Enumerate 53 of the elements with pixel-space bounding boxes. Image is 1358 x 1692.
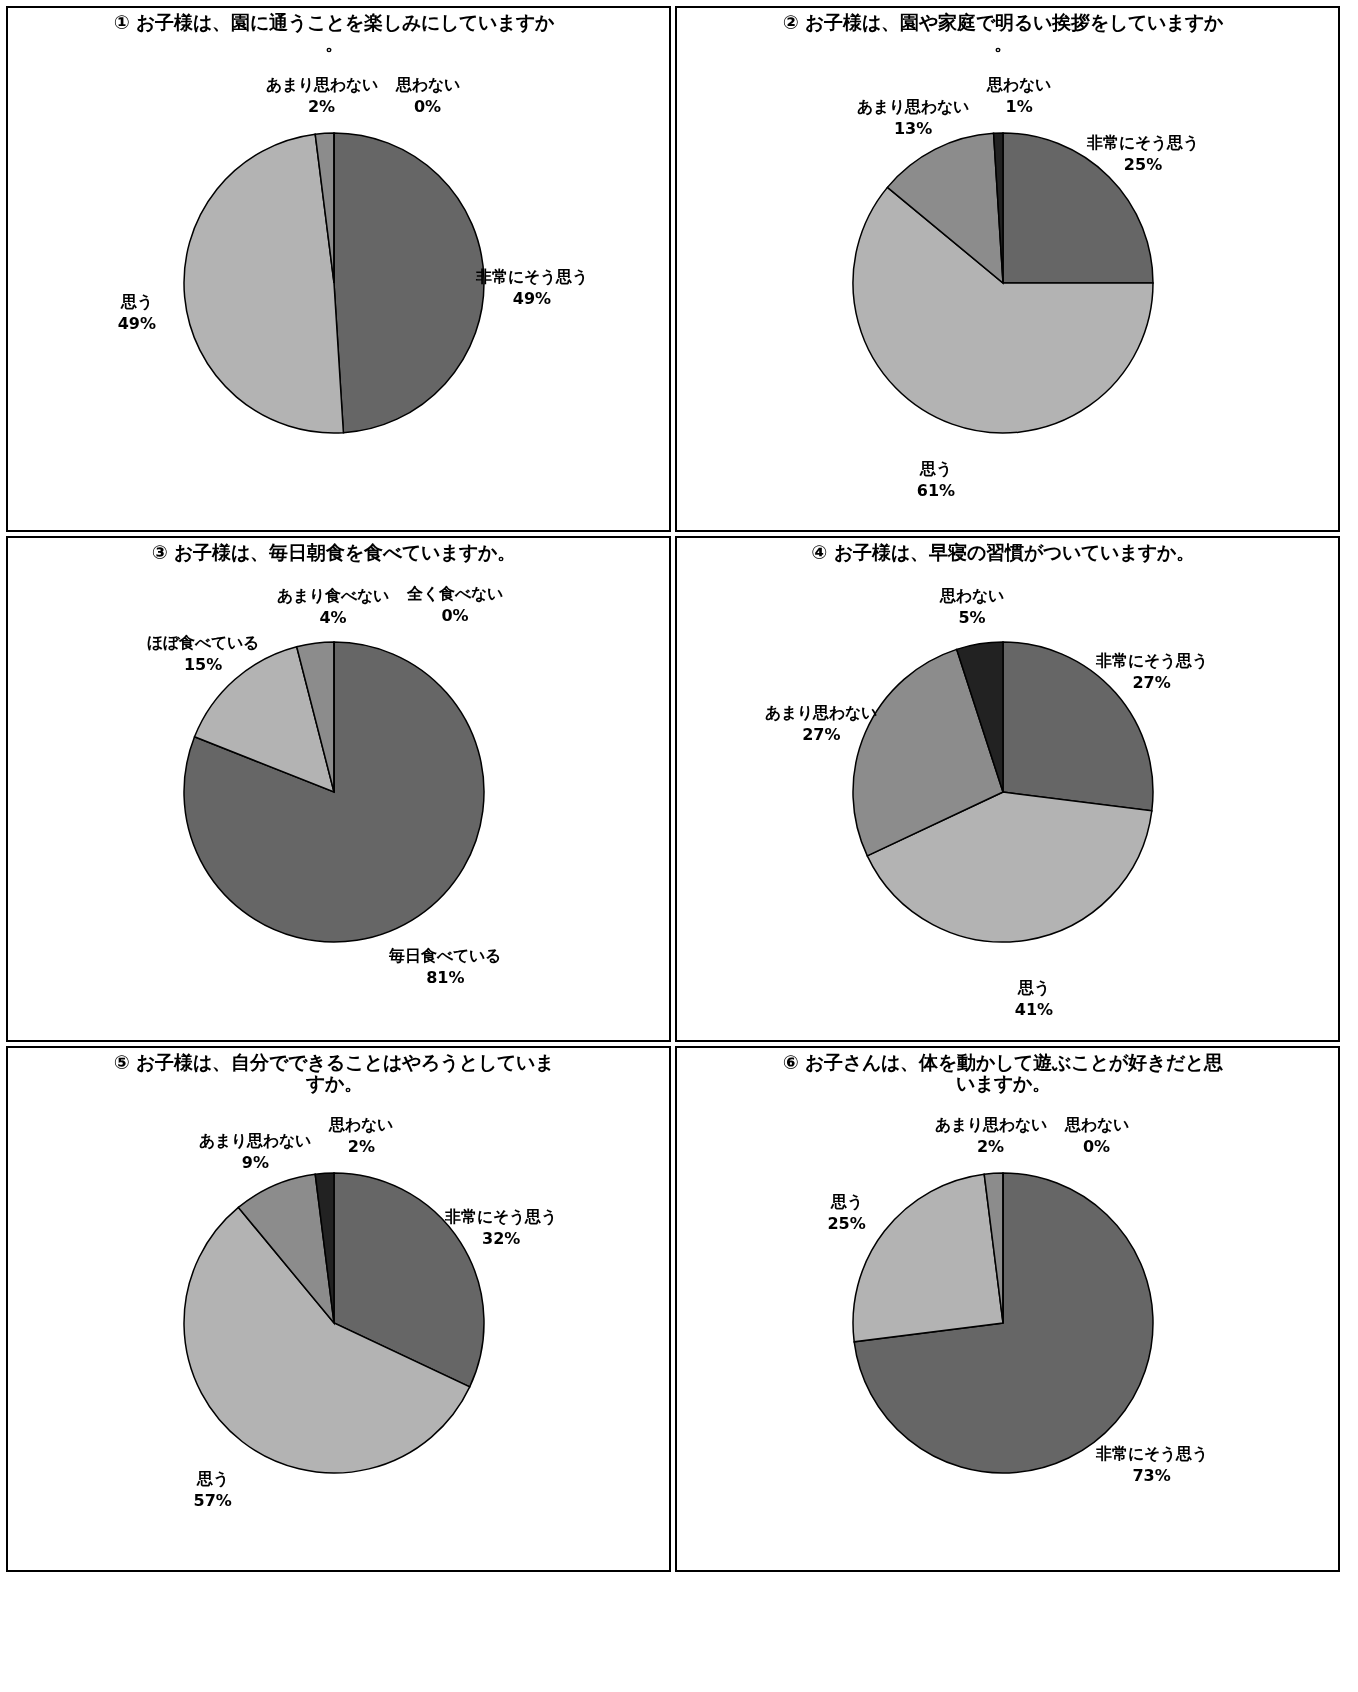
slice-label: 思う <box>829 1191 863 1211</box>
text: 0% <box>441 606 469 625</box>
data-label: 2% <box>347 1137 375 1157</box>
chart-title: ⑤ お子様は、自分でできることはやろうとしていますか。 <box>113 1051 555 1094</box>
data-label: 32% <box>482 1228 521 1248</box>
category-label: 思わない <box>395 75 460 94</box>
chart-title: ① お子様は、園に通うことを楽しみにしていますか。 <box>113 11 556 54</box>
data-label: 2% <box>976 1137 1005 1157</box>
slice-label: 思わない <box>939 586 1005 606</box>
chart-title: ③ お子様は、毎日朝食を食べていますか。 <box>151 541 517 563</box>
data-label: 27% <box>802 725 841 745</box>
data-label: 73% <box>1132 1465 1171 1485</box>
data-label: 61% <box>916 481 956 501</box>
data-label: 41% <box>1014 999 1054 1019</box>
slice-label: あまり食べない <box>277 585 390 605</box>
category-label: 全く食べない <box>407 584 504 603</box>
data-label: 5% <box>958 608 986 628</box>
slice-label: 思う <box>918 459 952 479</box>
data-label: 15% <box>183 655 223 675</box>
chart-title: ⑥ お子さんは、体を動かして遊ぶことが好きだと思いますか。 <box>782 1051 1224 1094</box>
data-label: 81% <box>426 967 465 987</box>
slice-label: 非常にそう思う <box>444 1206 558 1226</box>
slice-label: あまり思わない <box>265 75 378 95</box>
data-label: 4% <box>319 607 347 627</box>
slice-label: 非常にそう思う <box>1086 132 1200 152</box>
slice-label: あまり思わない <box>199 1131 312 1151</box>
data-label: 25% <box>1123 154 1163 174</box>
data-label: 2% <box>307 97 336 117</box>
slice-label: 非常にそう思う <box>1094 1443 1208 1463</box>
slice-label: あまり思わない <box>857 96 970 116</box>
data-label: 49% <box>512 288 552 308</box>
slice-label: 思う <box>119 291 153 311</box>
slice-label: ほぼ食べている <box>147 633 260 653</box>
slice-label: あまり思わない <box>934 1115 1047 1135</box>
text: 0% <box>1082 1137 1111 1156</box>
data-label: 27% <box>1132 673 1171 693</box>
category-label: 思わない <box>1064 1115 1129 1134</box>
chart-title: ② お子様は、園や家庭で明るい挨拶をしていますか。 <box>782 11 1225 54</box>
slice-label: 思わない <box>328 1115 394 1135</box>
slice-label: 思う <box>195 1469 229 1489</box>
data-label: 57% <box>193 1491 232 1511</box>
data-label: 25% <box>827 1213 866 1233</box>
slice-label: 思う <box>1016 977 1050 997</box>
text: 0% <box>413 97 442 116</box>
data-label: 1% <box>1005 97 1033 117</box>
data-label: 49% <box>117 313 157 333</box>
slice-label: 非常にそう思う <box>1094 651 1208 671</box>
slice-label: 毎日食べている <box>388 945 502 965</box>
slice-label: 思わない <box>986 75 1052 95</box>
slice-label: 非常にそう思う <box>474 266 588 286</box>
data-label: 13% <box>893 118 933 138</box>
data-label: 9% <box>241 1153 269 1173</box>
chart-title: ④ お子様は、早寝の習慣がついていますか。 <box>811 541 1195 563</box>
